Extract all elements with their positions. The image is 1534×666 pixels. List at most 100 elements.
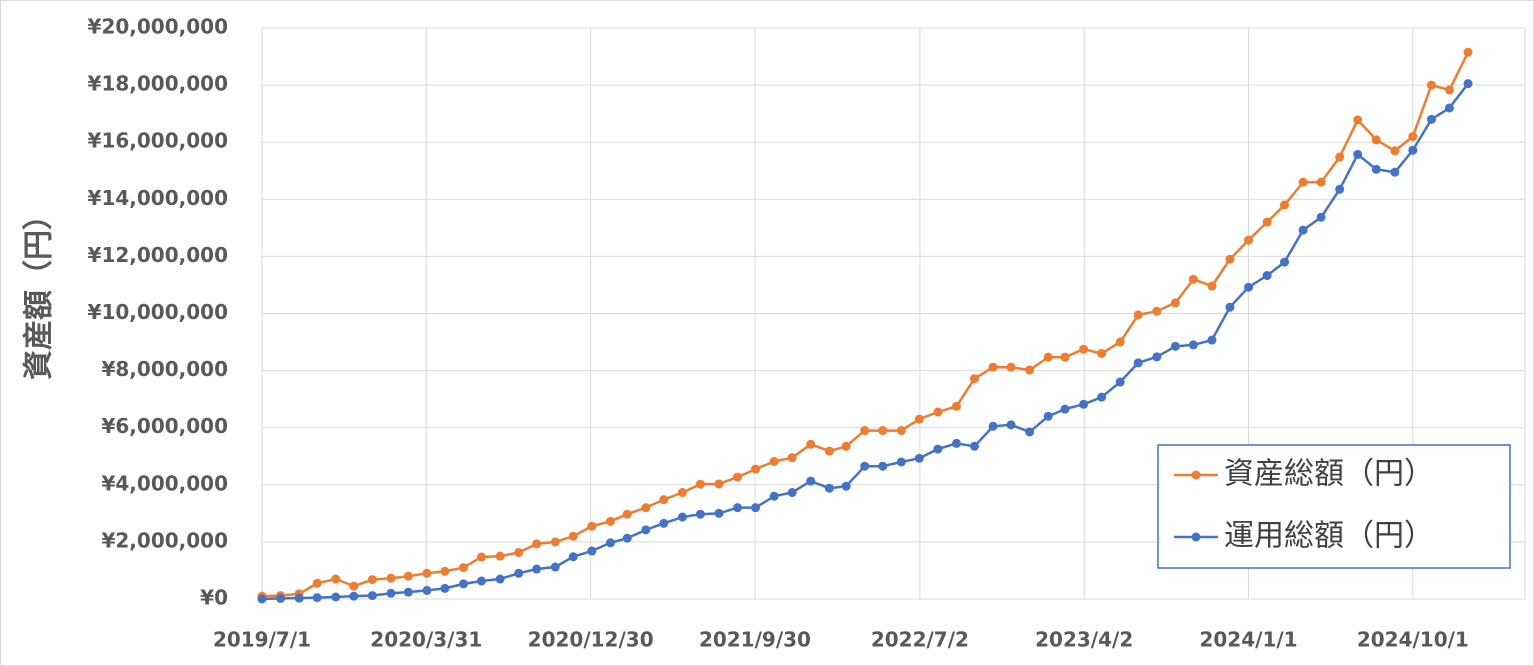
point <box>824 446 834 456</box>
point <box>1390 167 1400 177</box>
point <box>367 591 377 601</box>
point <box>440 566 450 576</box>
point <box>1353 149 1363 159</box>
point <box>841 481 851 491</box>
y-tick-label: ¥8,000,000 <box>101 357 228 381</box>
x-tick-label: 2019/7/1 <box>213 628 311 652</box>
point <box>860 426 870 436</box>
point <box>1280 200 1290 210</box>
point <box>1463 47 1473 57</box>
point <box>896 426 906 436</box>
point <box>1244 282 1254 292</box>
point <box>1390 146 1400 156</box>
legend-swatch <box>1191 532 1201 542</box>
y-tick-label: ¥14,000,000 <box>88 186 228 210</box>
point <box>1298 225 1308 235</box>
point <box>622 509 632 519</box>
point <box>1444 85 1454 95</box>
point <box>1188 274 1198 284</box>
point <box>878 461 888 471</box>
point <box>459 563 469 573</box>
point <box>695 479 705 489</box>
point <box>641 503 651 513</box>
point <box>1152 352 1162 362</box>
point <box>514 547 524 557</box>
point <box>550 537 560 547</box>
point <box>1043 352 1053 362</box>
point <box>476 552 486 562</box>
point <box>1043 411 1053 421</box>
y-tick-label: ¥2,000,000 <box>101 528 228 552</box>
point <box>1371 135 1381 145</box>
point <box>422 585 432 595</box>
point <box>550 562 560 572</box>
point <box>1262 271 1272 281</box>
y-tick-label: ¥0 <box>200 586 228 610</box>
point <box>495 551 505 561</box>
point <box>896 457 906 467</box>
point <box>1133 310 1143 320</box>
point <box>1463 79 1473 89</box>
point <box>312 578 322 588</box>
point <box>1170 341 1180 351</box>
point <box>1335 152 1345 162</box>
point <box>1115 377 1125 387</box>
point <box>787 453 797 463</box>
point <box>1006 420 1016 430</box>
point <box>1426 80 1436 90</box>
point <box>331 592 341 602</box>
point <box>403 571 413 581</box>
point <box>1152 306 1162 316</box>
point <box>568 531 578 541</box>
point <box>276 593 286 603</box>
point <box>1225 254 1235 264</box>
y-tick-label: ¥18,000,000 <box>88 72 228 96</box>
point <box>459 579 469 589</box>
x-tick-label: 2024/10/1 <box>1357 628 1469 652</box>
point <box>951 401 961 411</box>
point <box>824 483 834 493</box>
point <box>1335 184 1345 194</box>
point <box>787 488 797 498</box>
legend-label: 運用総額（円） <box>1224 519 1434 554</box>
legend-box <box>1157 444 1511 569</box>
point <box>532 564 542 574</box>
point <box>714 508 724 518</box>
point <box>1371 164 1381 174</box>
point <box>969 441 979 451</box>
point <box>605 538 615 548</box>
point <box>514 568 524 578</box>
point <box>349 591 359 601</box>
point <box>988 421 998 431</box>
point <box>641 525 651 535</box>
point <box>677 488 687 498</box>
point <box>659 518 669 528</box>
point <box>1025 365 1035 375</box>
point <box>476 576 486 586</box>
point <box>1097 392 1107 402</box>
point <box>294 593 304 603</box>
point <box>386 573 396 583</box>
y-tick-label: ¥6,000,000 <box>101 414 228 438</box>
point <box>1353 115 1363 125</box>
point <box>386 588 396 598</box>
point <box>568 552 578 562</box>
point <box>1244 235 1254 245</box>
x-tick-label: 2023/4/2 <box>1035 628 1133 652</box>
point <box>1060 352 1070 362</box>
point <box>1280 257 1290 267</box>
y-tick-label: ¥12,000,000 <box>88 243 228 267</box>
point <box>951 438 961 448</box>
point <box>1097 348 1107 358</box>
legend-swatch <box>1191 470 1201 480</box>
point <box>1133 358 1143 368</box>
point <box>751 464 761 474</box>
point <box>495 574 505 584</box>
point <box>312 593 322 603</box>
point <box>1079 344 1089 354</box>
point <box>1207 281 1217 291</box>
point <box>1316 212 1326 222</box>
y-tick-label: ¥4,000,000 <box>101 471 228 495</box>
